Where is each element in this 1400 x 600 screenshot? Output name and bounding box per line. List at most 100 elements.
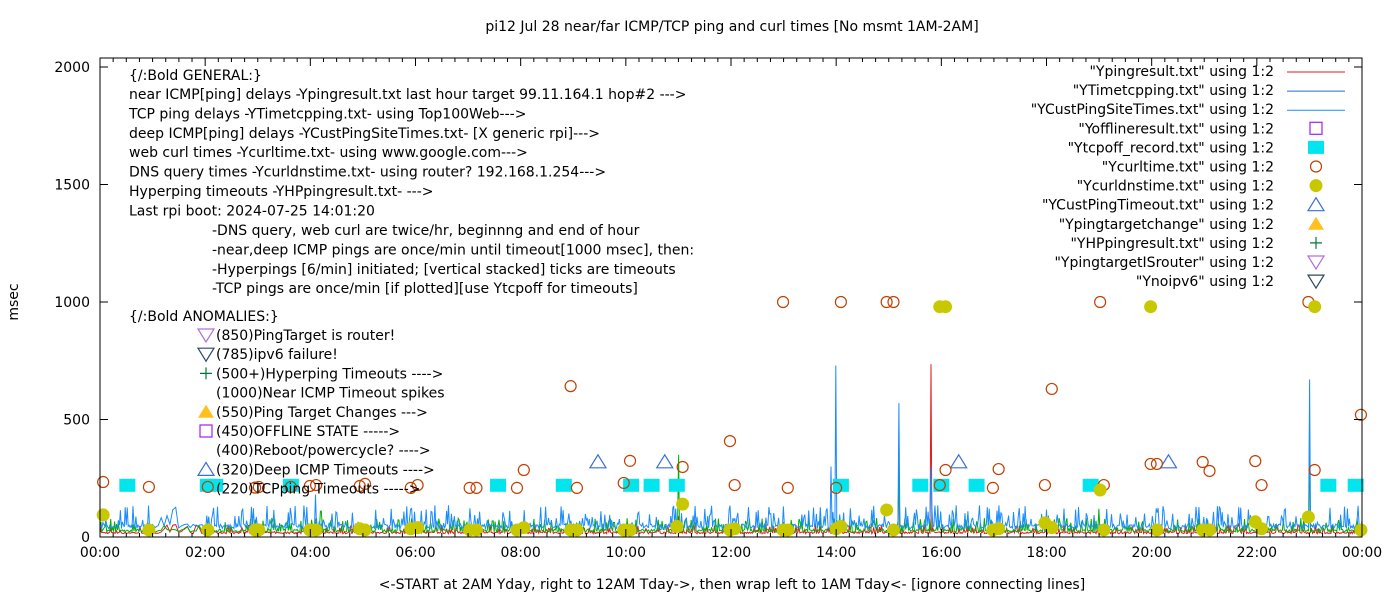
y-axis-label: msec — [6, 283, 22, 320]
general-note: near ICMP[ping] delays -Ypingresult.txt … — [129, 87, 686, 103]
legend-label: "Ycurltime.txt" using 1:2 — [1102, 160, 1274, 176]
anomaly-marker-icon — [199, 424, 213, 438]
legend-label: "YTimetcpping.txt" using 1:2 — [1073, 83, 1274, 99]
curl-point — [728, 478, 741, 492]
legend-marker-icon — [1309, 160, 1323, 173]
anomaly-note: (785)ipv6 failure! — [216, 347, 338, 363]
curl-point — [933, 478, 946, 492]
curl-point — [463, 481, 476, 494]
tcpoff-point — [668, 478, 685, 492]
curl-point — [623, 454, 637, 467]
curl-point — [1354, 408, 1368, 421]
deep-timeout-point — [655, 453, 674, 469]
legend-marker-icon — [1308, 140, 1324, 154]
tcpoff-point — [1347, 478, 1364, 492]
legend-marker-icon — [1308, 216, 1324, 230]
curl-point — [1203, 464, 1216, 478]
dns-point — [252, 523, 266, 537]
y-tick-label: 500 — [63, 413, 90, 429]
tcpoff-point — [490, 478, 507, 492]
tcpoff-point — [968, 478, 985, 492]
dns-point — [781, 523, 795, 537]
x-tick-label: 08:00 — [500, 545, 540, 561]
dns-point — [469, 523, 483, 537]
curl-point — [303, 479, 316, 493]
dns-point — [1045, 521, 1059, 535]
legend-marker-icon — [1306, 274, 1326, 290]
curl-point — [887, 295, 900, 309]
curl-point — [97, 475, 110, 489]
anomaly-note: (850)PingTarget is router! — [216, 328, 395, 344]
curl-point — [358, 477, 372, 490]
dns-point — [886, 523, 900, 537]
curl-point — [564, 380, 577, 393]
anomalies-heading: {/:Bold ANOMALIES:} — [129, 309, 279, 325]
dns-point — [676, 497, 690, 511]
dns-point — [1301, 510, 1315, 524]
deep-timeout-point — [949, 453, 968, 469]
anomaly-note: (450)OFFLINE STATE -----> — [216, 424, 400, 440]
y-tick-label: 0 — [81, 530, 90, 546]
curl-point — [142, 480, 156, 494]
dns-point — [517, 521, 531, 535]
curl-point — [201, 480, 214, 494]
anomaly-note: (400)Reboot/powercycle? ----> — [216, 443, 431, 459]
anomaly-note: (550)Ping Target Changes ---> — [216, 405, 428, 421]
tcpoff-point — [933, 478, 950, 492]
anomaly-note: (500+)Hyperping Timeouts ----> — [216, 366, 443, 382]
tcpoff-point — [1320, 478, 1337, 492]
anomaly-marker-icon — [198, 404, 214, 418]
curl-point — [1045, 382, 1058, 396]
dns-point — [358, 523, 372, 537]
curl-point — [1255, 478, 1268, 492]
dns-point — [142, 523, 156, 537]
curl-point — [834, 295, 847, 309]
dns-point — [834, 519, 848, 533]
dns-point — [96, 508, 110, 522]
general-subnote: -near,deep ICMP pings are once/min until… — [212, 242, 694, 258]
dns-point — [1354, 523, 1368, 537]
anomaly-note: (220)TCPping Timeouts -----> — [216, 482, 421, 498]
legend-label: "Ytcpoff_record.txt" using 1:2 — [1068, 140, 1274, 156]
general-note: web curl times -Ycurltime.txt- using www… — [129, 145, 528, 161]
curl-point — [470, 481, 483, 494]
x-tick-label: 00:00 — [1342, 545, 1382, 561]
tcpoff-point — [643, 478, 660, 492]
legend-label: "Ycurldnstime.txt" using 1:2 — [1077, 179, 1274, 195]
curl-point — [510, 481, 524, 494]
dns-point — [670, 519, 684, 533]
anomaly-marker-icon — [196, 347, 216, 363]
x-tick-label: 18:00 — [1026, 545, 1066, 561]
general-note: deep ICMP[ping] delays -YCustPingSiteTim… — [129, 126, 600, 142]
anomaly-marker-icon — [196, 328, 216, 344]
curl-point — [1094, 295, 1107, 309]
legend-label: "YHPpingresult.txt" using 1:2 — [1070, 236, 1274, 252]
general-note: DNS query times -Ycurldnstime.txt- using… — [129, 165, 606, 181]
curl-point — [1308, 463, 1321, 477]
curl-point — [776, 295, 790, 309]
general-heading: {/:Bold GENERAL:} — [129, 68, 262, 84]
general-note: Hyperping timeouts -YHPpingresult.txt- -… — [129, 184, 434, 200]
dns-point — [1093, 483, 1107, 497]
x-tick-label: 02:00 — [185, 545, 225, 561]
deep-timeout-point — [1159, 453, 1178, 469]
x-tick-label: 06:00 — [395, 545, 435, 561]
curl-point — [986, 481, 999, 494]
curl-point — [880, 295, 893, 309]
curl-point — [1144, 457, 1157, 471]
legend-marker-icon — [1309, 179, 1323, 193]
x-tick-label: 14:00 — [816, 545, 856, 561]
x-tick-label: 20:00 — [1131, 545, 1171, 561]
curl-point — [570, 481, 584, 494]
curl-point — [1038, 478, 1052, 492]
tcpoff-point — [912, 478, 929, 492]
tcpoff-point — [623, 478, 640, 492]
dns-point — [880, 503, 894, 517]
tcpoff-point — [119, 478, 136, 492]
curl-point — [411, 478, 424, 492]
y-tick-label: 2000 — [54, 60, 90, 76]
x-tick-label: 04:00 — [290, 545, 330, 561]
curl-point — [404, 481, 417, 494]
